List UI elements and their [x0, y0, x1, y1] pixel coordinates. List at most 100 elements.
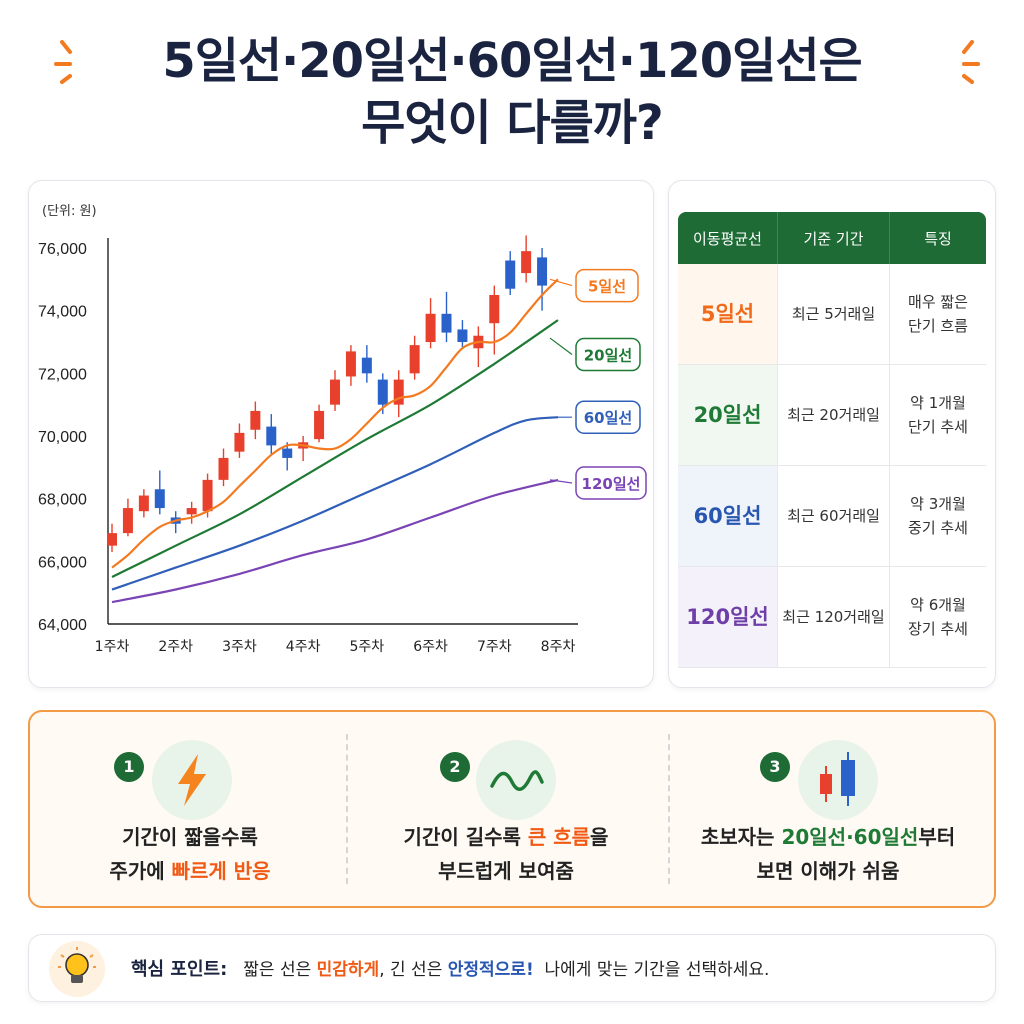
wave-icon	[490, 770, 544, 791]
tip-line-2: 부드럽게 보여줌	[438, 859, 574, 883]
candle-body	[154, 489, 165, 509]
ma-tag-label: 60일선	[584, 409, 632, 427]
table-row: 60일선 최근 60거래일 약 3개월 중기 추세	[678, 466, 986, 567]
x-tick-label: 6주차	[413, 639, 448, 655]
ma-tag-box	[575, 337, 641, 372]
y-tick-label: 74,000	[38, 304, 87, 321]
candle-body	[393, 379, 404, 405]
candle-body	[234, 432, 245, 452]
tip-highlight: 20일선·60일선	[781, 825, 919, 849]
candle-body	[441, 313, 452, 333]
row-feature-line1: 매우 짧은	[908, 293, 968, 311]
candle-body	[361, 357, 372, 374]
tip-line-2: 주가에 빠르게 반응	[30, 854, 350, 888]
lightning-icon	[178, 754, 206, 806]
tip-highlight: 빠르게 반응	[171, 859, 271, 883]
ma-tag-label: 20일선	[584, 347, 632, 365]
ma-tag-leader	[549, 479, 573, 484]
tip-2: 2 기간이 길수록 큰 흐름을 부드럽게 보여줌	[346, 712, 666, 906]
row-feature-line2: 장기 추세	[908, 620, 968, 638]
table-row: 20일선 최근 20거래일 약 1개월 단기 추세	[678, 365, 986, 466]
y-tick-label: 66,000	[38, 554, 87, 571]
tip-line-1a: 초보자는	[700, 825, 782, 849]
y-tick-label: 70,000	[38, 429, 87, 446]
y-tick-label: 64,000	[38, 617, 87, 634]
row-ma-name: 120일선	[678, 567, 778, 668]
row-ma-name: 20일선	[678, 365, 778, 466]
tip-icon-circle	[798, 740, 878, 820]
title-line-2: 무엇이 다를까?	[361, 95, 664, 151]
key-text-5: 나에게 맞는 기간을 선택하세요.	[533, 960, 770, 980]
row-feature-line1: 약 3개월	[910, 495, 966, 513]
ma-tag-box	[575, 268, 639, 303]
ma-line-5일선	[111, 278, 559, 569]
candle-body	[330, 379, 340, 405]
ma-tag-leader	[549, 337, 573, 356]
y-tick-label: 68,000	[38, 492, 87, 509]
ma-tag-box	[575, 400, 641, 434]
tip-highlight: 큰 흐름	[527, 825, 591, 849]
tip-text: 기간이 길수록 큰 흐름을 부드럽게 보여줌	[346, 820, 666, 888]
row-feature-line1: 약 1개월	[910, 394, 966, 412]
moving-average-chart: 64,000 66,000 68,000 70,000 72,000 74,000 76,0…	[38, 235, 647, 655]
tip-number-badge: 3	[760, 752, 790, 782]
candle-body	[138, 495, 149, 512]
x-tick-label: 3주차	[222, 639, 257, 655]
row-period: 최근 5거래일	[778, 264, 890, 365]
x-tick-label: 1주차	[95, 639, 130, 655]
x-tick-label: 4주차	[286, 639, 321, 655]
key-highlight-sensitive: 민감하게	[316, 960, 380, 980]
candle-body	[377, 379, 388, 405]
candle-body	[202, 479, 213, 512]
candle-body	[457, 329, 468, 342]
page-title: 5일선·20일선·60일선·120일선은 무엇이 다를까?	[0, 30, 1024, 154]
row-period: 최근 120거래일	[778, 567, 890, 668]
row-feature-line2: 단기 흐름	[908, 317, 968, 335]
candle-body	[425, 313, 436, 342]
candle-body	[218, 457, 229, 480]
candle-body	[521, 251, 532, 274]
ma-line-120일선	[111, 478, 559, 604]
table-row: 5일선 최근 5거래일 매우 짧은 단기 흐름	[678, 264, 986, 365]
tip-line-2a: 주가에	[109, 859, 172, 883]
moving-average-table: 이동평균선 기준 기간 특징 5일선 최근 5거래일 매우 짧은 단기 흐름 20…	[678, 212, 986, 668]
spark-right-icon	[962, 40, 980, 84]
key-point-bar: 핵심 포인트: 짧은 선은 민감하게, 긴 선은 안정적으로! 나에게 맞는 기간…	[28, 934, 996, 1002]
tip-line-1a: 기간이 길수록	[403, 825, 528, 849]
tip-1: 1 기간이 짧을수록 주가에 빠르게 반응	[30, 712, 350, 906]
tip-text: 기간이 짧을수록 주가에 빠르게 반응	[30, 820, 350, 888]
tip-line-1c: 부터	[918, 825, 956, 849]
y-tick-label: 76,000	[38, 241, 87, 258]
key-point-text: 핵심 포인트: 짧은 선은 민감하게, 긴 선은 안정적으로! 나에게 맞는 기간…	[131, 955, 769, 981]
key-text-3: , 긴 선은	[379, 960, 448, 980]
tip-line-2: 보면 이해가 쉬움	[756, 859, 900, 883]
tip-line-1: 기간이 짧을수록	[122, 825, 258, 849]
title-line-1: 5일선·20일선·60일선·120일선은	[162, 33, 862, 89]
candle-body	[266, 426, 277, 446]
tip-number-badge: 2	[440, 752, 470, 782]
candle-body	[107, 533, 117, 546]
tip-divider	[668, 734, 670, 884]
tip-line-1: 기간이 길수록 큰 흐름을	[346, 820, 666, 854]
tip-3: 3 초보자는 20일선·60일선부터 보면 이해가 쉬움	[668, 712, 988, 906]
row-feature-line2: 단기 추세	[908, 418, 968, 436]
tip-divider	[346, 734, 348, 884]
ma-tag-label: 120일선	[582, 475, 641, 493]
table-header-period: 기준 기간	[778, 212, 890, 264]
candle-body	[345, 351, 356, 377]
ma-line-60일선	[111, 416, 559, 591]
key-text-1: 짧은 선은	[243, 960, 317, 980]
table-header-row: 이동평균선 기준 기간 특징	[678, 212, 986, 264]
x-tick-label: 2주차	[158, 639, 193, 655]
ma-tag-leader	[549, 278, 573, 287]
ma-line-20일선	[111, 319, 559, 578]
row-feature-line2: 중기 추세	[908, 519, 968, 537]
x-tick-label: 5주차	[350, 639, 385, 655]
row-feature-line1: 약 6개월	[910, 596, 966, 614]
candle-body	[489, 295, 500, 324]
candle-body	[409, 345, 420, 374]
